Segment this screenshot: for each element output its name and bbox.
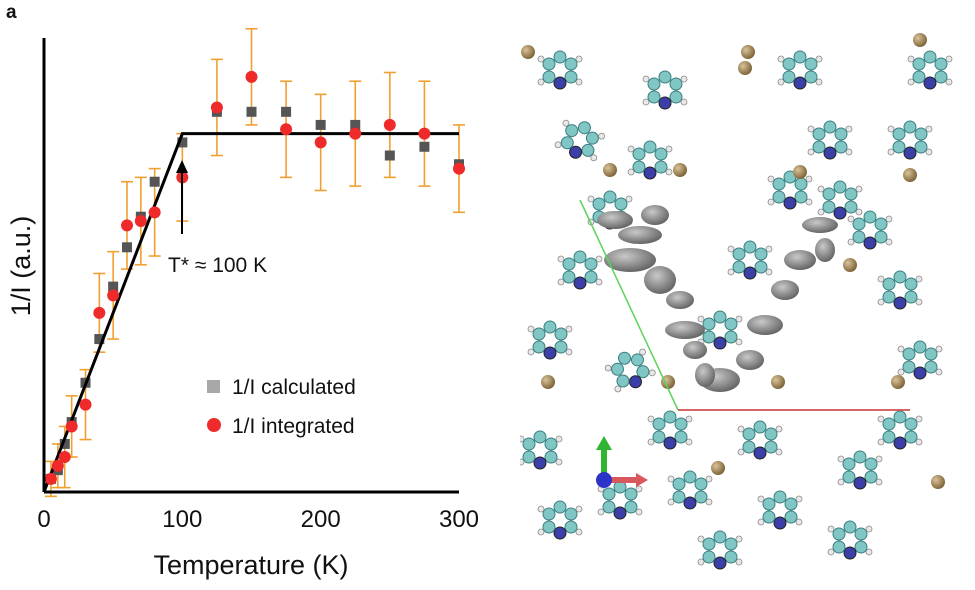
data-point-integrated <box>210 101 223 114</box>
data-point-calculated <box>177 137 188 148</box>
data-point-calculated <box>246 106 257 117</box>
data-point-integrated <box>107 289 120 302</box>
data-point-integrated <box>314 136 327 149</box>
x-tick-label: 200 <box>301 506 341 533</box>
data-point-calculated <box>122 242 132 253</box>
data-point-integrated <box>44 472 57 485</box>
x-axis-title: Temperature (K) <box>153 550 348 580</box>
data-point-integrated <box>58 451 71 464</box>
data-point-calculated <box>108 281 119 292</box>
plot-area <box>42 27 465 498</box>
x-tick-labels: 0 100 200 300 <box>37 506 479 533</box>
data-point-integrated <box>93 306 106 319</box>
data-point-calculated <box>281 106 292 117</box>
legend-label-calculated: 1/I calculated <box>232 376 356 399</box>
data-point-integrated <box>65 420 78 433</box>
data-point-calculated <box>315 119 326 130</box>
molecular-structure-image: b <box>520 33 953 570</box>
data-point-integrated <box>383 118 396 131</box>
chart-panel-a: a 0 100 200 300 Temperature (K) 1/I (a.u.) … <box>6 2 479 580</box>
annotation-label: T* ≈ 100 K <box>168 254 267 277</box>
y-axis-title: 1/I (a.u.) <box>6 216 36 317</box>
legend-marker-integrated <box>207 418 221 432</box>
annotation-arrow-head <box>176 160 188 173</box>
data-point-calculated <box>384 150 395 161</box>
data-point-integrated <box>245 70 258 83</box>
legend-label-integrated: 1/I integrated <box>232 415 355 438</box>
data-point-integrated <box>280 123 293 136</box>
data-point-integrated <box>418 127 431 140</box>
data-point-integrated <box>79 398 92 411</box>
data-point-integrated <box>349 127 362 140</box>
x-tick-label: 100 <box>162 506 202 533</box>
x-tick-label: 300 <box>439 506 479 533</box>
data-point-integrated <box>134 215 147 228</box>
x-tick-label: 0 <box>37 506 50 533</box>
data-point-integrated <box>121 219 133 232</box>
data-point-integrated <box>51 459 64 472</box>
data-point-calculated <box>149 176 160 187</box>
legend-marker-calculated <box>207 380 220 393</box>
legend: 1/I calculated 1/I integrated <box>207 376 356 438</box>
data-point-calculated <box>59 438 70 449</box>
annotation: T* ≈ 100 K <box>168 160 267 277</box>
data-point-calculated <box>419 141 430 152</box>
panel-a-letter: a <box>6 2 17 23</box>
data-point-integrated <box>453 162 465 175</box>
data-point-integrated <box>148 206 161 219</box>
data-point-calculated <box>350 119 361 130</box>
data-point-calculated <box>94 334 105 345</box>
fit-line <box>42 132 459 493</box>
